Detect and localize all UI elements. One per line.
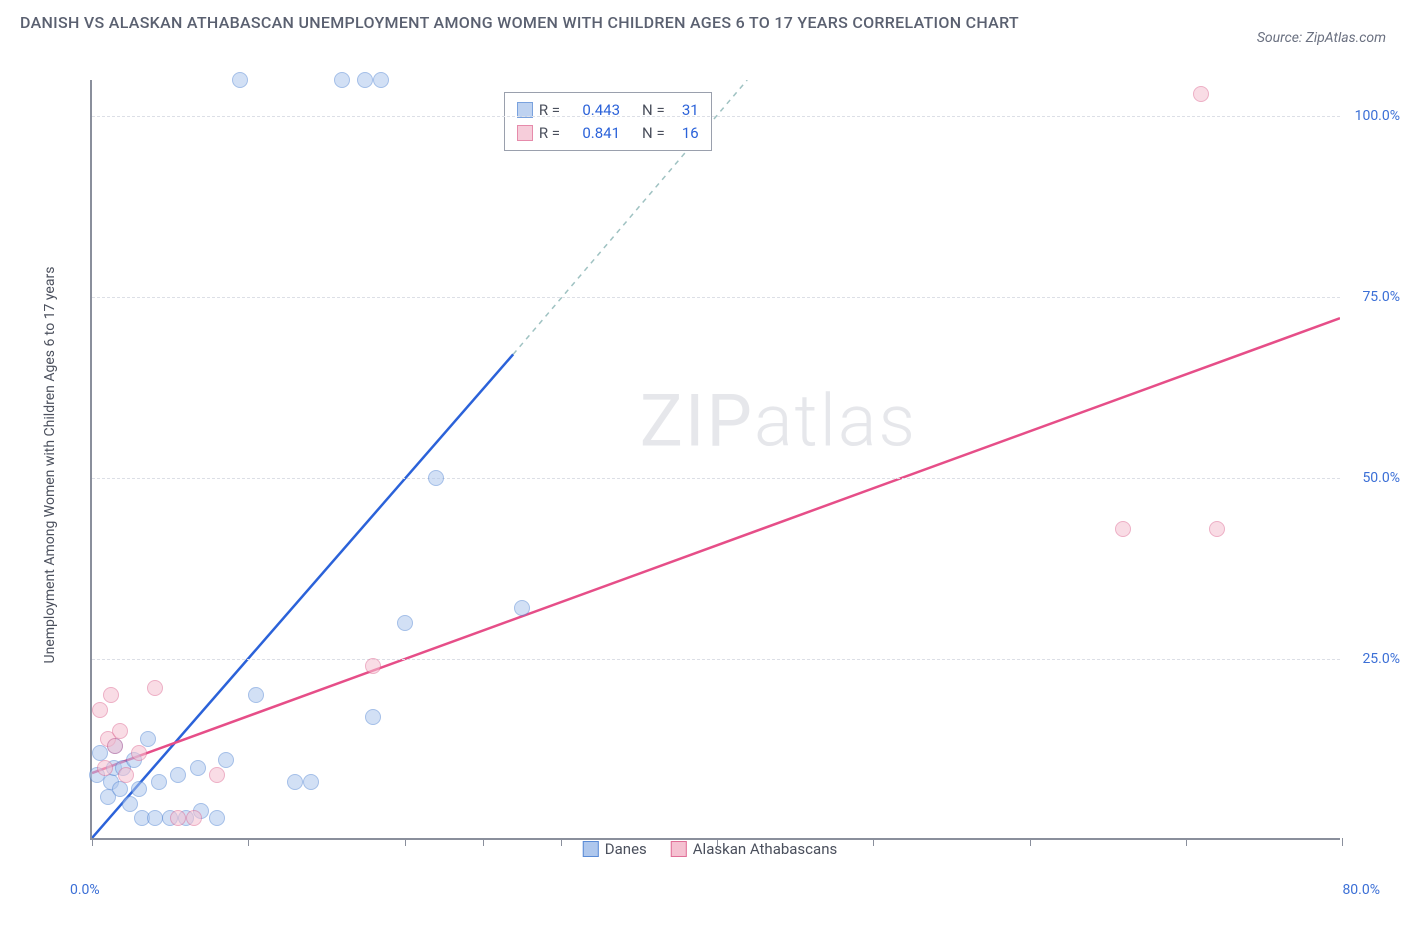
data-point: [131, 745, 147, 761]
stats-r-value: 0.443: [566, 99, 620, 122]
bottom-legend: Danes Alaskan Athabascans: [583, 840, 837, 858]
data-point: [170, 810, 186, 826]
data-point: [112, 781, 128, 797]
data-point: [287, 774, 303, 790]
legend-label: Alaskan Athabascans: [693, 840, 837, 858]
scatter-plot: ZIPatlas R =0.443N =31R =0.841N =16 25.0…: [90, 80, 1340, 840]
y-tick-label: 25.0%: [1362, 651, 1400, 667]
trend-lines: [92, 80, 1340, 838]
stats-n-label: N =: [642, 99, 665, 122]
data-point: [170, 767, 186, 783]
stats-n-label: N =: [642, 122, 665, 145]
data-point: [1209, 521, 1225, 537]
x-tick-label: 80.0%: [1342, 882, 1380, 898]
x-tick: [873, 838, 874, 846]
y-axis-label: Unemployment Among Women with Children A…: [42, 267, 58, 664]
data-point: [122, 796, 138, 812]
chart-area: Unemployment Among Women with Children A…: [60, 70, 1360, 860]
data-point: [103, 687, 119, 703]
data-point: [209, 810, 225, 826]
data-point: [140, 731, 156, 747]
data-point: [365, 658, 381, 674]
data-point: [92, 702, 108, 718]
x-tick: [1030, 838, 1031, 846]
data-point: [118, 767, 134, 783]
data-point: [248, 687, 264, 703]
gridline: [92, 297, 1340, 298]
legend-swatch-icon: [583, 841, 599, 857]
x-tick: [561, 838, 562, 846]
x-tick: [248, 838, 249, 846]
stats-n-value: 16: [671, 122, 699, 145]
gridline: [92, 116, 1340, 117]
data-point: [303, 774, 319, 790]
stats-row: R = 0.841 N = 16: [517, 122, 699, 145]
gridline: [92, 478, 1340, 479]
x-tick: [1186, 838, 1187, 846]
data-point: [1115, 521, 1131, 537]
data-point: [373, 72, 389, 88]
data-point: [428, 470, 444, 486]
stats-n-value: 31: [671, 99, 699, 122]
legend-item-athabascans: Alaskan Athabascans: [671, 840, 837, 858]
y-tick-label: 50.0%: [1362, 470, 1400, 486]
stats-legend-box: R = 0.443 N = 31 R = 0.841 N = 16: [504, 92, 712, 151]
gridline: [92, 659, 1340, 660]
data-point: [514, 600, 530, 616]
data-point: [1193, 86, 1209, 102]
legend-swatch-icon: [671, 841, 687, 857]
data-point: [131, 781, 147, 797]
stats-r-value: 0.841: [566, 122, 620, 145]
stats-r-label: R =: [539, 99, 560, 122]
legend-item-danes: Danes: [583, 840, 647, 858]
x-tick: [483, 838, 484, 846]
stats-r-label: R =: [539, 122, 560, 145]
data-point: [97, 760, 113, 776]
x-tick: [405, 838, 406, 846]
stats-row: R = 0.443 N = 31: [517, 99, 699, 122]
data-point: [147, 810, 163, 826]
x-tick: [1342, 838, 1343, 846]
watermark: ZIPatlas: [640, 379, 917, 464]
data-point: [147, 680, 163, 696]
data-point: [190, 760, 206, 776]
data-point: [186, 810, 202, 826]
data-point: [218, 752, 234, 768]
chart-title: DANISH VS ALASKAN ATHABASCAN UNEMPLOYMEN…: [20, 12, 1019, 34]
data-point: [232, 72, 248, 88]
stats-swatch-icon: [517, 125, 533, 141]
data-point: [357, 72, 373, 88]
data-point: [112, 723, 128, 739]
data-point: [107, 738, 123, 754]
data-point: [151, 774, 167, 790]
x-tick-label: 0.0%: [70, 882, 100, 898]
data-point: [397, 615, 413, 631]
source-credit: Source: ZipAtlas.com: [1257, 30, 1386, 46]
data-point: [365, 709, 381, 725]
data-point: [334, 72, 350, 88]
data-point: [209, 767, 225, 783]
y-tick-label: 75.0%: [1362, 289, 1400, 305]
legend-label: Danes: [605, 840, 647, 858]
y-tick-label: 100.0%: [1355, 108, 1400, 124]
x-tick: [92, 838, 93, 846]
